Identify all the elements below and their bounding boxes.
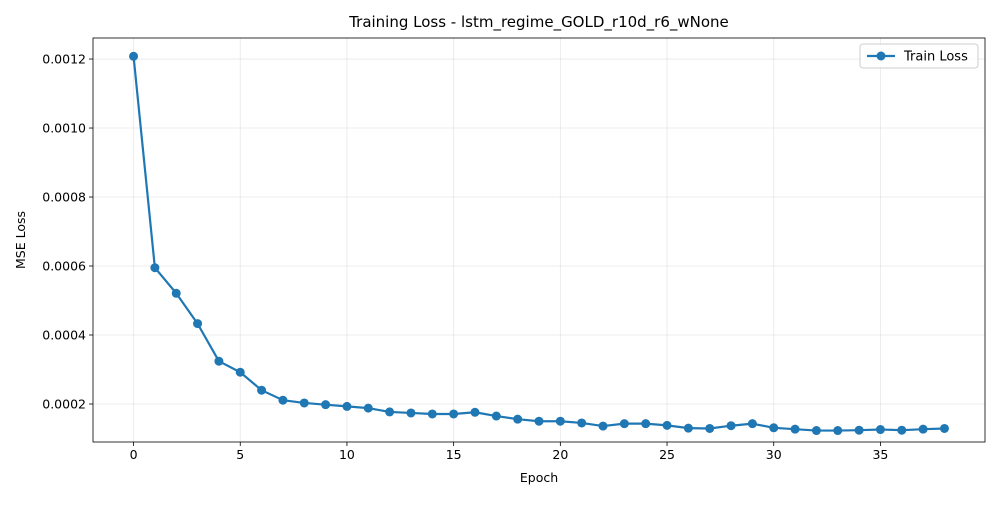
train-loss-point [278,395,288,405]
train-loss-point [513,414,523,424]
train-loss-point [875,425,885,435]
series-points [129,51,949,436]
train-loss-point [257,385,267,395]
train-loss-point [214,356,224,366]
x-tick-label: 30 [766,447,782,462]
x-axis: 0 5 10 15 20 25 30 35 [130,442,888,462]
train-loss-point [811,426,821,436]
y-axis: 0.0002 0.0004 0.0006 0.0008 0.0010 0.0012 [42,52,93,411]
train-loss-point [897,425,907,435]
train-loss-point [598,421,608,431]
grid-lines [93,38,985,442]
train-loss-point [427,409,437,419]
y-tick-label: 0.0002 [42,396,86,411]
train-loss-point [299,398,309,408]
train-loss-point [150,263,160,273]
y-tick-label: 0.0004 [42,327,86,342]
train-loss-point [918,424,928,434]
train-loss-point [641,419,651,429]
x-tick-label: 25 [659,447,675,462]
train-loss-point [534,416,544,426]
train-loss-point [555,416,565,426]
x-tick-label: 35 [872,447,888,462]
train-loss-point [363,403,373,413]
train-loss-point [769,423,779,433]
x-tick-label: 20 [552,447,568,462]
legend: Train Loss [859,43,979,69]
legend-label-train-loss: Train Loss [903,50,968,65]
x-tick-label: 5 [236,447,244,462]
train-loss-point [342,401,352,411]
x-axis-label: Epoch [520,470,558,485]
y-tick-label: 0.0012 [42,52,86,67]
train-loss-point [385,407,395,417]
y-tick-label: 0.0008 [42,190,86,205]
train-loss-point [449,409,459,419]
train-loss-point [662,420,672,430]
train-loss-point [577,418,587,428]
legend-box [859,43,979,69]
train-loss-point [129,51,139,61]
train-loss-point [747,419,757,429]
train-loss-point [854,425,864,435]
train-loss-point [470,407,480,417]
x-tick-label: 10 [339,447,355,462]
train-loss-point [321,400,331,410]
train-loss-point [683,423,693,433]
plot-area-frame [92,37,986,443]
legend-marker-swatch [876,51,886,61]
train-loss-point [235,367,245,377]
y-axis-label: MSE Loss [13,211,28,269]
y-tick-label: 0.0010 [42,121,86,136]
train-loss-point [705,423,715,433]
train-loss-point [491,411,501,421]
train-loss-point [406,408,416,418]
train-loss-point [939,423,949,433]
train-loss-point [833,426,843,436]
y-tick-label: 0.0006 [42,259,86,274]
train-loss-point [171,288,181,298]
train-loss-point [726,421,736,431]
train-loss-point [193,319,203,329]
chart-title: Training Loss - lstm_regime_GOLD_r10d_r6… [348,13,729,32]
x-tick-label: 0 [130,447,138,462]
x-tick-label: 15 [446,447,462,462]
train-loss-point [790,424,800,434]
train-loss-point [619,419,629,429]
